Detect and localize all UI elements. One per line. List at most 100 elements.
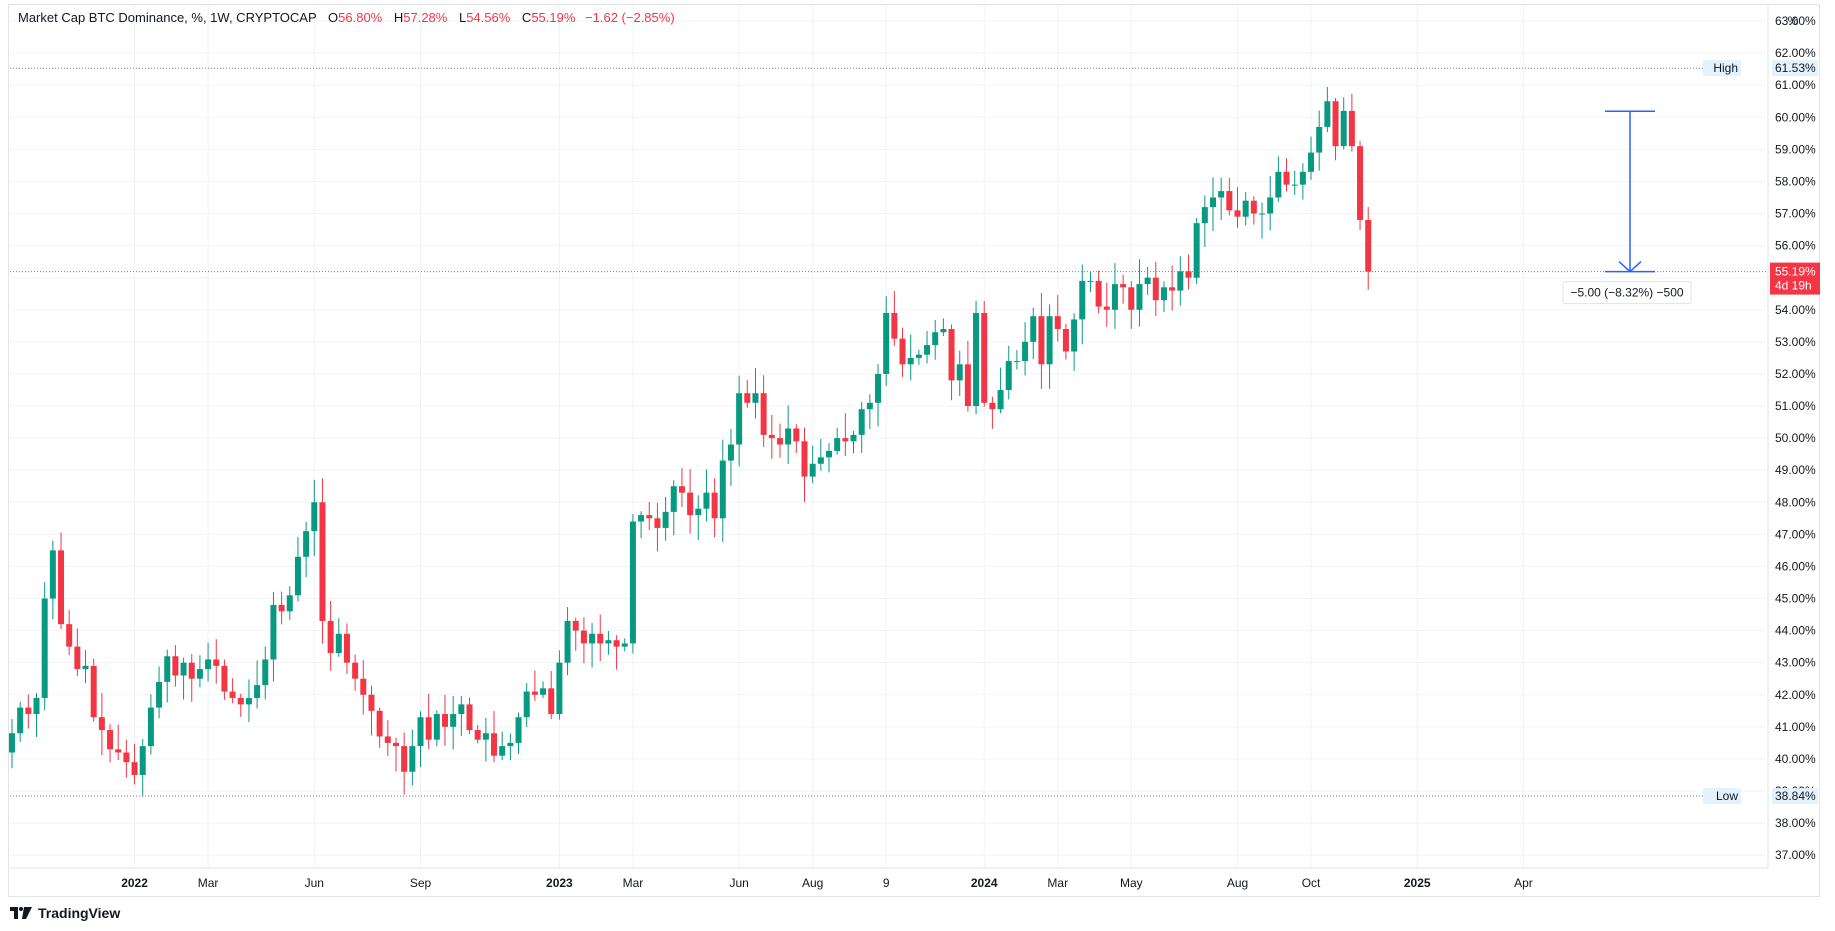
candle-body xyxy=(654,518,661,528)
candle-body xyxy=(1054,316,1061,330)
x-tick-label: Jun xyxy=(305,876,324,890)
high-tag-label: High xyxy=(1713,61,1738,75)
measure-label: −5.00 (−8.32%) −500 xyxy=(1562,281,1692,305)
candle-body xyxy=(842,438,849,442)
candle-body xyxy=(164,656,171,682)
candle-body xyxy=(98,717,105,731)
candle-body xyxy=(1038,316,1045,365)
candle-body xyxy=(597,633,604,644)
candle-body xyxy=(1291,184,1298,186)
candle-body xyxy=(1185,271,1192,278)
candle-body xyxy=(891,312,898,339)
x-tick-label: Mar xyxy=(198,876,219,890)
candle-body xyxy=(82,665,89,670)
candle-body xyxy=(409,746,416,772)
candle-body xyxy=(1071,319,1078,352)
tradingview-logo-icon xyxy=(10,907,32,919)
candle-body xyxy=(131,762,138,775)
y-tick-label: 54.00% xyxy=(1775,303,1816,317)
candle-body xyxy=(507,742,514,747)
y-tick-label: 61.00% xyxy=(1775,78,1816,92)
candle-body xyxy=(270,604,277,660)
candle-body xyxy=(1332,101,1339,147)
high-label: H xyxy=(393,10,404,25)
y-tick-label: 50.00% xyxy=(1775,431,1816,445)
grid-lines xyxy=(10,5,1765,868)
candle-body xyxy=(1308,152,1315,172)
candle-body xyxy=(1095,280,1102,307)
chart-frame[interactable] xyxy=(8,4,1820,897)
candle-body xyxy=(1013,361,1020,363)
candle-body xyxy=(237,697,244,705)
tradingview-brand[interactable]: TradingView xyxy=(10,905,120,921)
candle-body xyxy=(531,691,538,695)
candle-body xyxy=(417,717,424,747)
price-axis-unit-button[interactable]: % xyxy=(1787,14,1799,28)
candle-body xyxy=(932,332,939,346)
candle-body xyxy=(1022,341,1029,362)
candle-body xyxy=(335,633,342,654)
candle-body xyxy=(107,730,114,750)
candle-body xyxy=(278,604,285,612)
candle-body xyxy=(25,707,32,715)
candle-body xyxy=(1365,219,1372,272)
candle-body xyxy=(245,697,252,705)
y-tick-label: 48.00% xyxy=(1775,495,1816,509)
x-tick-label: 2024 xyxy=(971,876,998,890)
candle-body xyxy=(915,354,922,358)
open-label: O xyxy=(328,10,339,25)
candle-body xyxy=(474,730,481,740)
candle-body xyxy=(956,364,963,381)
candle-body xyxy=(1242,200,1249,217)
candle-body xyxy=(1348,110,1355,147)
candle-body xyxy=(384,736,391,743)
candle-body xyxy=(523,691,530,718)
high-tag-label-bg xyxy=(1703,60,1741,77)
candle-body xyxy=(311,502,318,532)
candle-body xyxy=(229,691,236,698)
candle-body xyxy=(744,393,751,403)
y-tick-label: 60.00% xyxy=(1775,110,1816,124)
candle-body xyxy=(1324,101,1331,127)
candle-body xyxy=(392,742,399,747)
candle-body xyxy=(499,746,506,756)
y-tick-label: 38.00% xyxy=(1775,816,1816,830)
candle-body xyxy=(1152,277,1159,301)
y-tick-label: 40.00% xyxy=(1775,752,1816,766)
candle-body xyxy=(49,550,56,599)
candle-body xyxy=(899,338,906,365)
candle-body xyxy=(74,646,81,670)
candle-body xyxy=(1120,284,1127,288)
y-tick-label: 45.00% xyxy=(1775,592,1816,606)
high-value: 57.28% xyxy=(403,10,448,25)
candle-body xyxy=(303,531,310,557)
candle-body xyxy=(850,434,857,442)
candle-body xyxy=(482,733,489,740)
x-tick-label: 2022 xyxy=(121,876,148,890)
x-tick-label: Jun xyxy=(729,876,748,890)
candle-body xyxy=(1226,191,1233,211)
symbol-title[interactable]: Market Cap BTC Dominance, %, 1W, CRYPTOC… xyxy=(18,10,317,25)
x-tick-label: Mar xyxy=(1047,876,1068,890)
candle-body xyxy=(1128,287,1135,310)
candle-body xyxy=(809,463,816,477)
candle-body xyxy=(9,733,15,753)
candle-body xyxy=(1030,316,1037,342)
candle-body xyxy=(793,428,800,442)
candle-body xyxy=(115,749,122,753)
candle-body xyxy=(817,457,824,464)
candle-body xyxy=(572,620,579,631)
candle-body xyxy=(1062,329,1069,352)
candle-body xyxy=(858,409,865,435)
y-tick-label: 53.00% xyxy=(1775,335,1816,349)
candle-body xyxy=(205,659,212,670)
low-tag-label-bg xyxy=(1703,788,1741,805)
candle-body xyxy=(401,746,408,772)
candle-body xyxy=(678,486,685,493)
candle-body xyxy=(1357,146,1364,220)
change-value: −1.62 (−2.85%) xyxy=(585,10,675,25)
candle-body xyxy=(156,681,163,708)
candle-body xyxy=(491,733,498,756)
candle-body xyxy=(58,550,65,625)
